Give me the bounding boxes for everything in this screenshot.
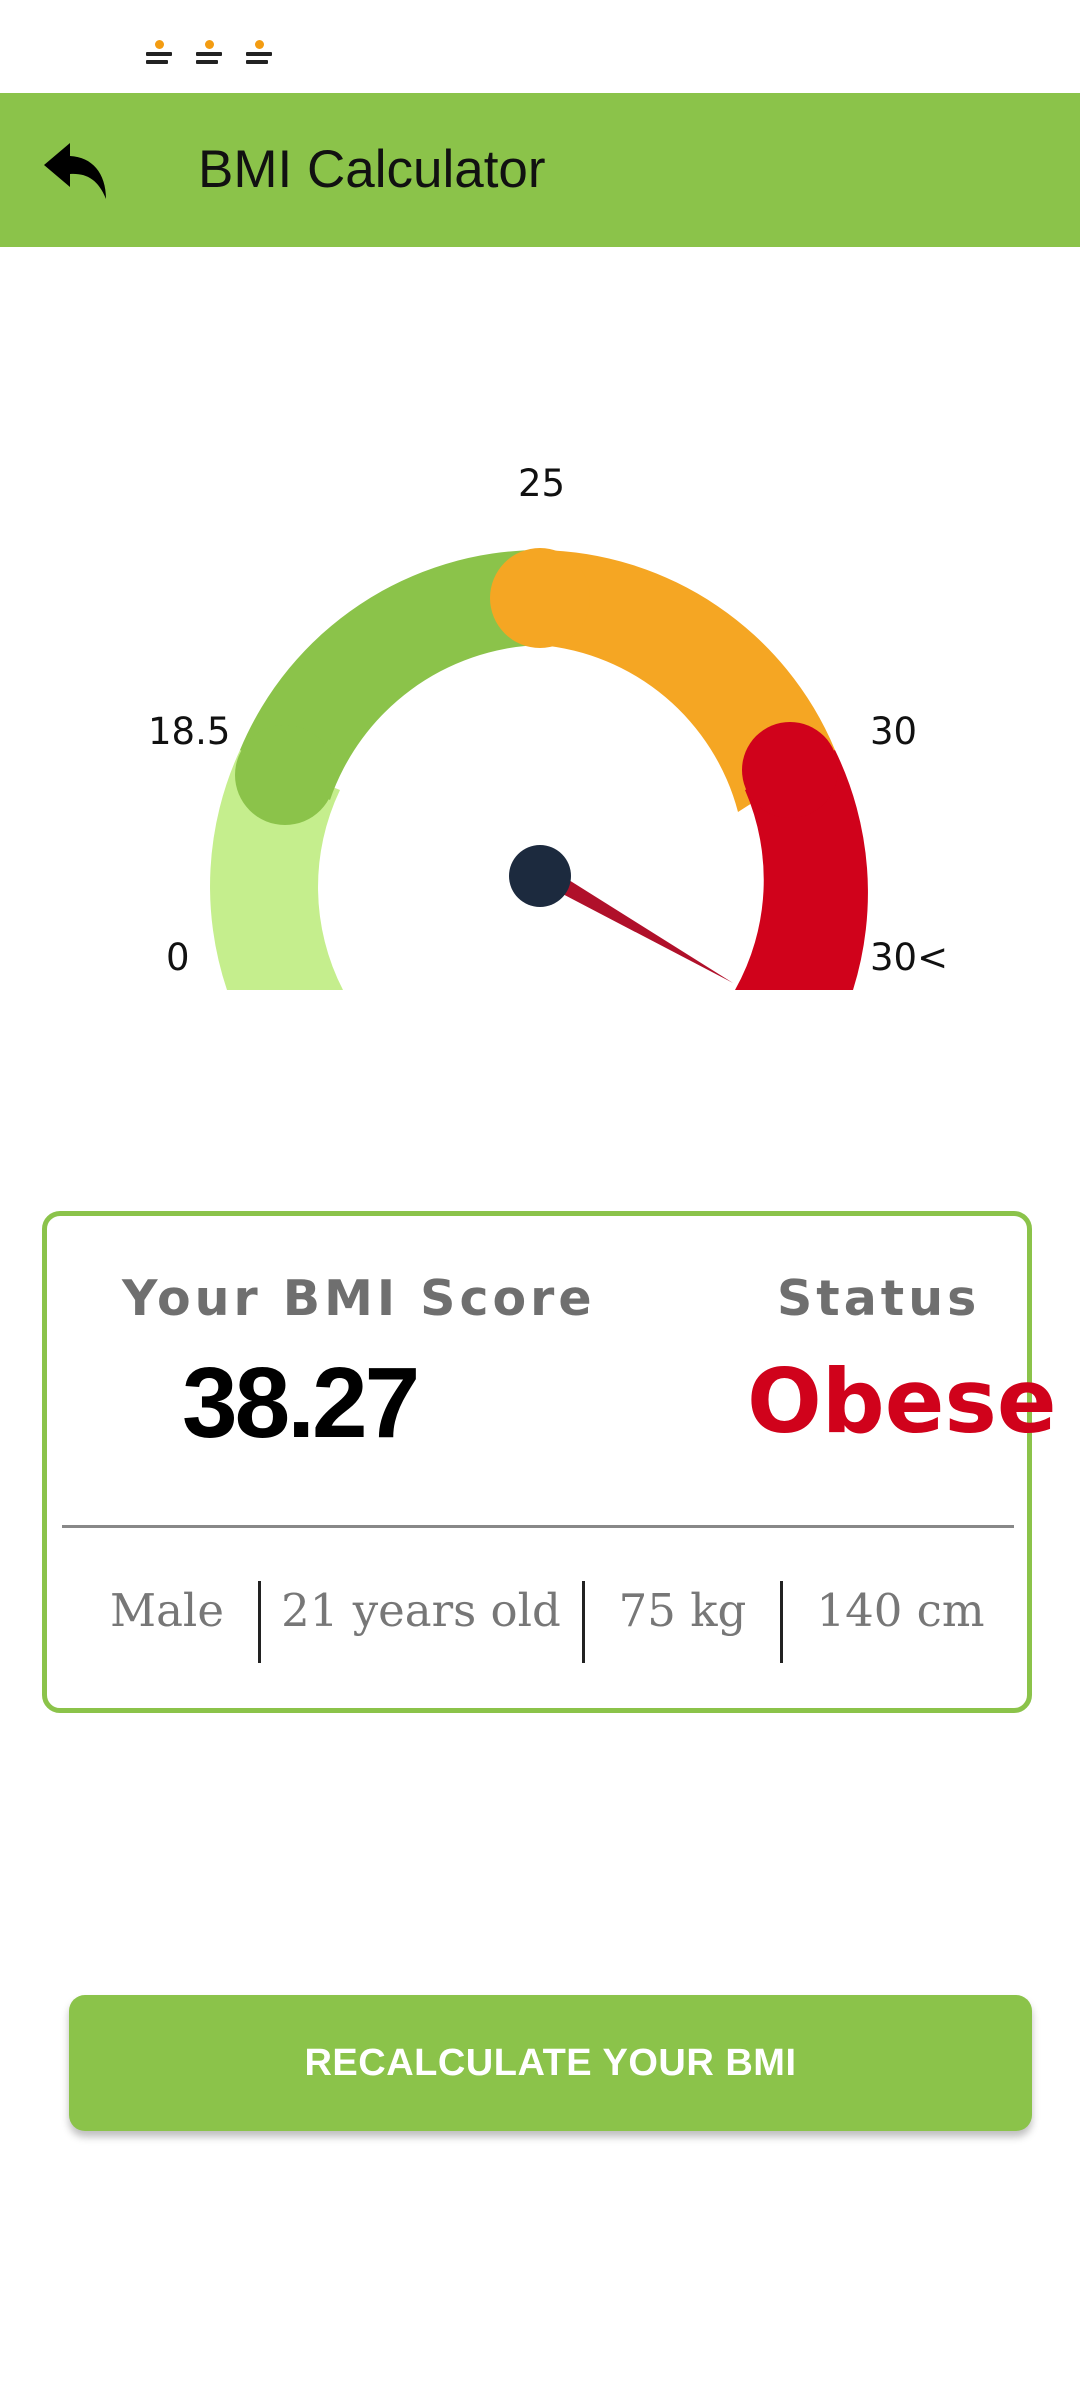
weight-value: 75 kg	[618, 1584, 747, 1637]
bmi-gauge: 25 18.5 30 0 30<	[0, 420, 1080, 1040]
gauge-hub	[509, 845, 571, 907]
notification-app-icon	[142, 38, 176, 72]
detail-separator	[258, 1581, 261, 1663]
card-divider	[62, 1525, 1014, 1528]
gauge-label-0: 0	[166, 936, 190, 979]
height-value: 140 cm	[816, 1584, 985, 1637]
gauge-svg	[210, 548, 868, 990]
status-label: Status	[777, 1270, 981, 1327]
gauge-label-18-5: 18.5	[148, 710, 231, 753]
gauge-label-30: 30	[870, 710, 918, 753]
notification-app-icon	[192, 38, 226, 72]
recalculate-button[interactable]: RECALCULATE YOUR BMI	[69, 1995, 1032, 2131]
back-button[interactable]	[28, 123, 124, 219]
status-value: Obese	[747, 1350, 1057, 1453]
recalculate-button-label: RECALCULATE YOUR BMI	[304, 2041, 797, 2084]
status-bar	[0, 0, 1080, 92]
gauge-needle	[545, 865, 733, 983]
detail-separator	[780, 1581, 783, 1663]
page-title: BMI Calculator	[198, 140, 546, 199]
reply-arrow-icon	[44, 143, 106, 199]
age-value: 21 years old	[281, 1584, 561, 1637]
gauge-cap-overweight	[490, 548, 590, 648]
notification-app-icon	[242, 38, 276, 72]
gauge-label-30-plus: 30<	[870, 936, 949, 979]
bmi-result-card: Your BMI Score Status 38.27 Obese Male 2…	[42, 1211, 1057, 1713]
gender-value: Male	[110, 1584, 224, 1637]
gauge-cap-obese	[742, 722, 838, 818]
detail-separator	[582, 1581, 585, 1663]
bmi-score-label: Your BMI Score	[122, 1270, 596, 1327]
app-bar: BMI Calculator	[0, 93, 1080, 247]
gauge-label-25: 25	[518, 462, 566, 505]
gauge-cap-normal	[235, 725, 335, 825]
bmi-score-value: 38.27	[182, 1347, 420, 1459]
